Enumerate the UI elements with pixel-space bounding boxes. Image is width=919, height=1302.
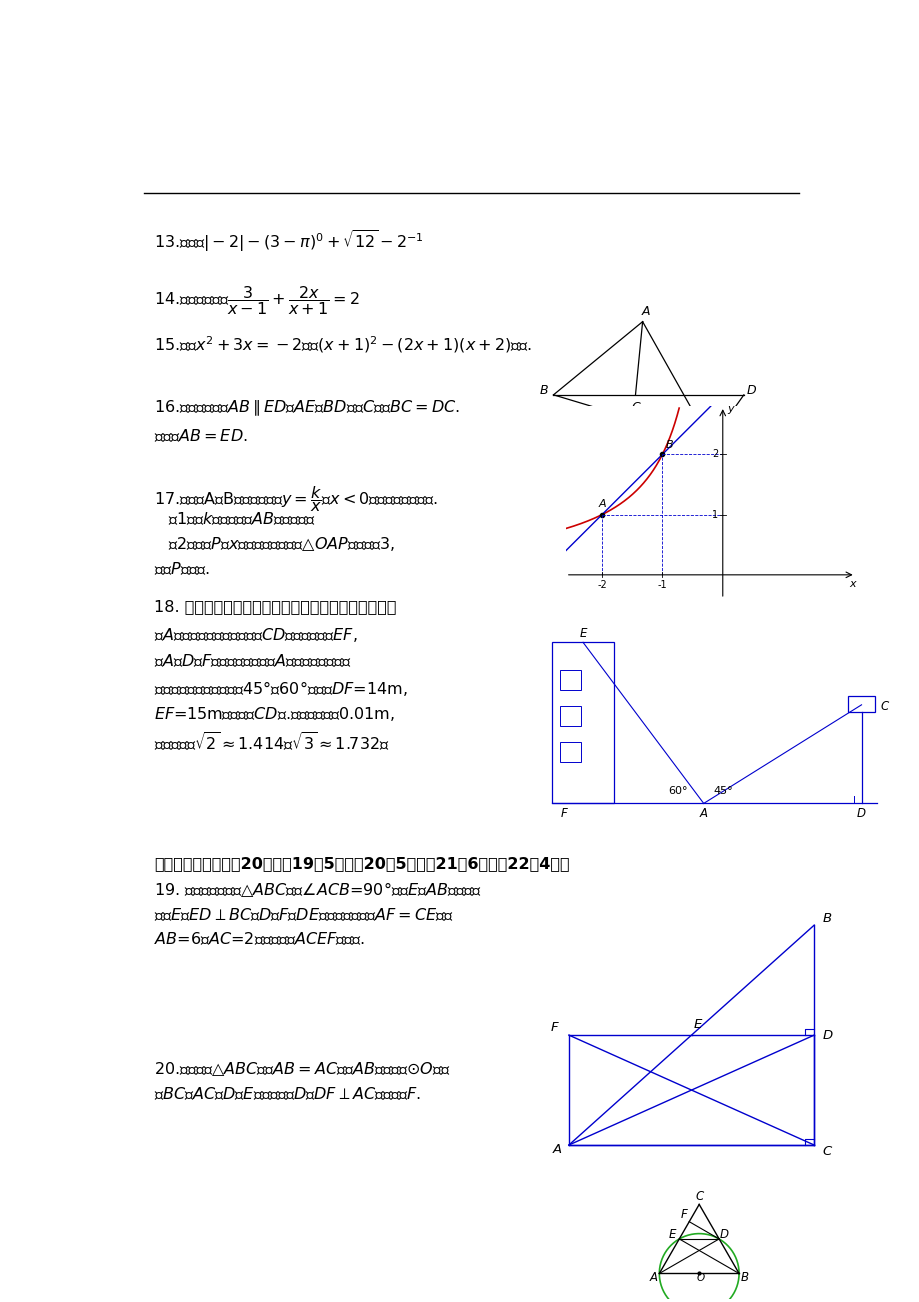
Text: 45°: 45° [712,785,732,796]
Text: y: y [727,404,733,414]
Text: F: F [561,807,567,820]
Text: B: B [539,384,547,397]
Text: D: D [822,1029,832,1042]
Text: E: E [579,626,586,639]
Text: 19. 已知：如图，在△$ABC$中，∠$ACB$=90°，点$E$为$AB$的中点，: 19. 已知：如图，在△$ABC$中，∠$ACB$=90°，点$E$为$AB$的… [154,880,482,898]
Text: 15.已知$x^2+3x=-2$，求$(x+1)^2-(2x+1)(x+2)$的值.: 15.已知$x^2+3x=-2$，求$(x+1)^2-(2x+1)(x+2)$的… [154,335,531,355]
Bar [846,697,875,712]
Text: 13.计算：$|-2|-(3-\pi)^0+\sqrt{12}-2^{-1}$: 13.计算：$|-2|-(3-\pi)^0+\sqrt{12}-2^{-1}$ [154,228,424,254]
Text: B: B [822,913,831,926]
Bar [551,642,613,803]
Text: -2: -2 [596,581,607,590]
Text: $EF$=15m，求旗杆$CD$高.（结果精确到0.01m,: $EF$=15m，求旗杆$CD$高.（结果精确到0.01m, [154,704,394,723]
Text: A: A [649,1271,657,1284]
Text: 20.如图，在△$ABC$中，$AB=AC$，以$AB$为直径的⊙$O$分别: 20.如图，在△$ABC$中，$AB=AC$，以$AB$为直径的⊙$O$分别 [154,1061,450,1078]
Text: 2: 2 [711,449,718,460]
Bar [559,671,581,690]
Text: 17.如图，A、B为反比例函数$y=\dfrac{k}{x}$（$x<0$）图象上的两个点.: 17.如图，A、B为反比例函数$y=\dfrac{k}{x}$（$x<0$）图象… [154,484,438,514]
Text: 16.已知：如图，$AB\parallel ED$，$AE$交$BD$于点$C$，且$BC=DC$.: 16.已知：如图，$AB\parallel ED$，$AE$交$BD$于点$C$… [154,398,459,418]
Text: 的$A$处，他的两侧分别是旗杆$CD$和一幢教学楼$EF$,: 的$A$处，他的两侧分别是旗杆$CD$和一幢教学楼$EF$, [154,626,357,644]
Text: 求出$P$点坐标.: 求出$P$点坐标. [154,560,210,577]
Text: A: A [641,305,649,318]
Text: 参考数据：$\sqrt{2}\approx1.414$，$\sqrt{3}\approx1.732$）: 参考数据：$\sqrt{2}\approx1.414$，$\sqrt{3}\ap… [154,730,390,754]
Text: A: A [699,807,707,820]
Text: 四、解答题（本题共20分，第19题5分，第20题5分，第21题6分，第22题4分）: 四、解答题（本题共20分，第19题5分，第20题5分，第21题6分，第22题4分… [154,855,569,871]
Text: （1）求$k$的值及直线$AB$的解析式；: （1）求$k$的值及直线$AB$的解析式； [168,510,316,527]
Text: O: O [696,1272,704,1282]
Text: 交$BC$、$AC$于$D$、$E$两点，过点$D$作$DF\perp AC$，垂足为$F$.: 交$BC$、$AC$于$D$、$E$两点，过点$D$作$DF\perp AC$，… [154,1086,421,1103]
Text: B: B [665,440,673,450]
Text: B: B [740,1271,748,1284]
Text: F: F [550,1021,558,1034]
Text: C: C [695,1190,702,1203]
Text: 求证：$AB=ED$.: 求证：$AB=ED$. [154,427,248,444]
Text: A: A [552,1143,561,1156]
Text: E: E [713,443,720,456]
Text: D: D [857,807,865,820]
Text: 点$A$、$D$、$F$在同一直线上，从$A$处测得旗杆顶部和: 点$A$、$D$、$F$在同一直线上，从$A$处测得旗杆顶部和 [154,652,352,669]
Text: -1: -1 [657,581,666,590]
Text: 1: 1 [711,509,717,519]
Text: C: C [630,401,640,414]
Text: （2）若点$P$为$x$轴上一点，且满足△$OAP$的面积为3,: （2）若点$P$为$x$轴上一点，且满足△$OAP$的面积为3, [168,535,395,553]
Text: 过点$E$作$ED\perp BC$于$D$，$F$在$DE$的延长线上，且$AF=CE$，若: 过点$E$作$ED\perp BC$于$D$，$F$在$DE$的延长线上，且$A… [154,906,453,923]
Text: C: C [879,700,888,713]
Text: D: D [745,384,755,397]
Text: F: F [679,1208,686,1221]
Text: 教学楼顶部的仰角分别为45°和60°，已知$DF$=14m,: 教学楼顶部的仰角分别为45°和60°，已知$DF$=14m, [154,678,407,698]
Text: $AB$=6，$AC$=2，求四边形$ACEF$的面积.: $AB$=6，$AC$=2，求四边形$ACEF$的面积. [154,930,365,947]
Text: D: D [719,1228,728,1241]
Bar [559,706,581,725]
Text: E: E [693,1018,701,1031]
Bar [559,742,581,762]
Text: A: A [597,499,606,509]
Text: 60°: 60° [667,785,686,796]
Text: 18. 如图，在一次课外数学实践活动中，小明站在操场: 18. 如图，在一次课外数学实践活动中，小明站在操场 [154,599,396,615]
Text: 14.解分式方程：$\dfrac{3}{x-1}+\dfrac{2x}{x+1}=2$: 14.解分式方程：$\dfrac{3}{x-1}+\dfrac{2x}{x+1}… [154,284,359,316]
Text: E: E [668,1228,675,1241]
Text: x: x [848,579,856,589]
Text: C: C [822,1144,831,1157]
